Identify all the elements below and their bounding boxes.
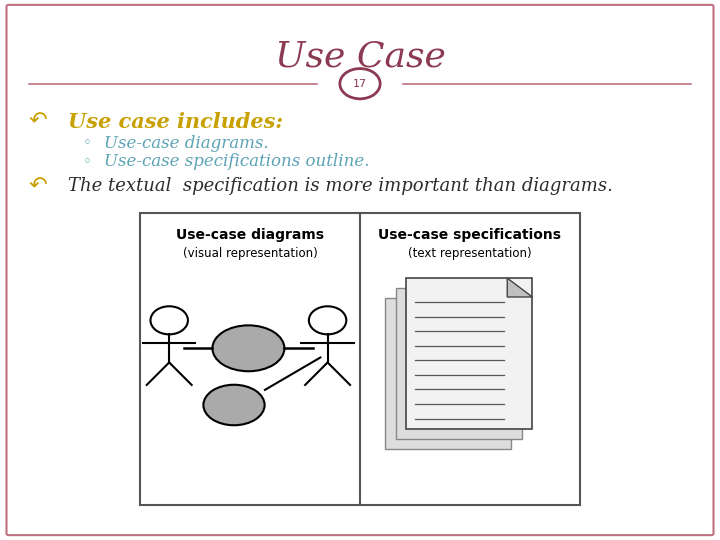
Text: Use-case specifications: Use-case specifications xyxy=(378,228,562,242)
Text: (visual representation): (visual representation) xyxy=(183,247,318,260)
Text: ◦: ◦ xyxy=(83,136,92,151)
Bar xyxy=(140,213,580,505)
Text: ↶: ↶ xyxy=(29,111,48,132)
Bar xyxy=(396,288,521,439)
Text: ◦: ◦ xyxy=(83,154,92,170)
Text: Use case includes:: Use case includes: xyxy=(68,111,284,132)
Bar xyxy=(384,298,511,449)
Text: ↶: ↶ xyxy=(29,176,48,197)
Polygon shape xyxy=(507,278,533,297)
Ellipse shape xyxy=(204,384,265,426)
Text: Use-case diagrams.: Use-case diagrams. xyxy=(104,134,269,152)
Ellipse shape xyxy=(212,325,284,372)
Text: Use-case specifications outline.: Use-case specifications outline. xyxy=(104,153,370,171)
Text: Use Case: Use Case xyxy=(274,40,446,73)
Text: The textual  specification is more important than diagrams.: The textual specification is more import… xyxy=(68,177,613,195)
Text: Use-case diagrams: Use-case diagrams xyxy=(176,228,324,242)
Text: (text representation): (text representation) xyxy=(408,247,531,260)
FancyBboxPatch shape xyxy=(6,5,714,535)
Bar xyxy=(406,278,533,429)
Text: 17: 17 xyxy=(353,79,367,89)
